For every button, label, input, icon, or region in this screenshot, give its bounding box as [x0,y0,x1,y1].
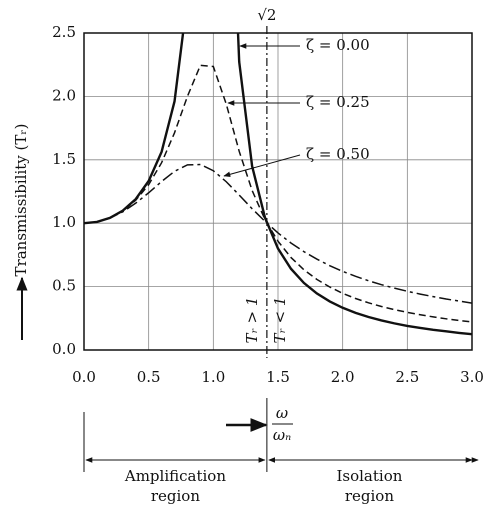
region-name-line2: region [151,487,200,505]
label-arrow [223,154,301,178]
x-label-denominator: ωₙ [273,426,291,444]
region-name: Isolation [336,467,402,485]
reference-label: √2 [257,6,276,24]
x-label-numerator: ω [276,404,288,422]
y-tick-label: 1.5 [52,150,76,168]
y-tick-label: 2.0 [52,86,76,104]
y-tick-label: 0.5 [52,277,76,295]
series-label: ζ = 0.00 [306,36,370,54]
region-name: Amplification [124,467,226,485]
y-tick-label: 1.0 [52,213,76,231]
x-tick-label: 2.0 [331,368,355,386]
y-tick-label: 2.5 [52,23,76,41]
region-name-line2: region [345,487,394,505]
series-line [84,163,472,304]
x-tick-label: 1.5 [266,368,290,386]
curves [84,33,472,336]
series-label: ζ = 0.50 [306,145,370,163]
region-label-left: Tᵣ > 1 [243,297,261,344]
x-tick-label: 0.0 [72,368,96,386]
x-tick-label: 3.0 [460,368,484,386]
series-line [84,64,472,323]
plot-frame [83,32,473,351]
y-axis-label: Transmissibility (Tᵣ) [12,124,30,277]
x-tick-label: 1.0 [201,368,225,386]
y-tick-label: 0.0 [52,340,76,358]
series-label: ζ = 0.25 [306,93,370,111]
region-label-right: Tᵣ < 1 [271,297,289,344]
x-tick-label: 2.5 [395,368,419,386]
x-tick-label: 0.5 [137,368,161,386]
